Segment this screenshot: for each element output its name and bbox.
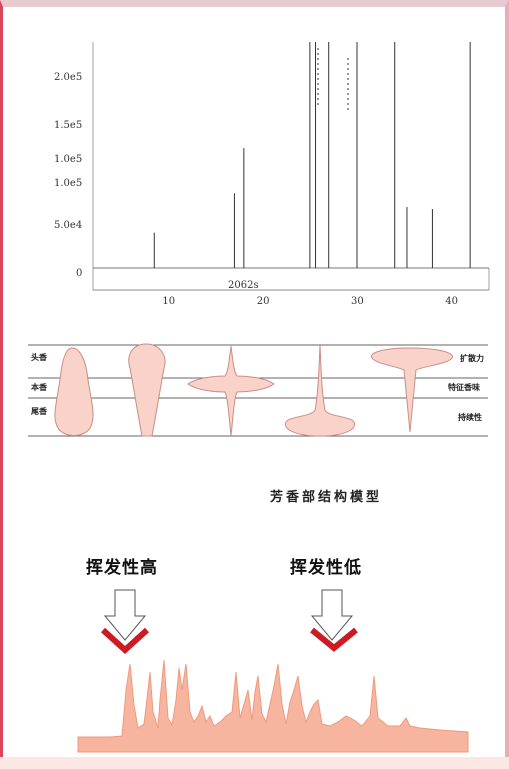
- aroma-shape-1: [54, 347, 94, 436]
- aroma-shape-4: [284, 343, 356, 437]
- model-right-label: 持续性: [458, 412, 482, 422]
- model-left-label: 尾香: [30, 406, 48, 416]
- model-left-label: 头香: [31, 352, 48, 362]
- bottom-band: [0, 757, 509, 769]
- y-tick-label: 2.0e5: [54, 72, 82, 83]
- volatility-high-label: 挥发性高: [86, 558, 158, 578]
- spectrum-chart: 2.0e5 1.5e5 1.0e5 1.0e5 5.0e4 0 10 20 30 40…: [54, 42, 490, 307]
- model-left-label: 本香: [30, 382, 48, 392]
- volatility-low-label: 挥发性低: [290, 558, 362, 578]
- spectrum-peaks: [153, 42, 471, 268]
- y-tick-label: 1.0e5: [54, 154, 82, 165]
- y-tick-label: 0: [76, 268, 82, 279]
- aroma-shape-2: [128, 343, 166, 437]
- aroma-structure-model: 头香 本香 尾香 扩散力 特征香味 持续性: [28, 343, 488, 437]
- y-tick-labels: 2.0e5 1.5e5 1.0e5 1.0e5 5.0e4 0: [54, 72, 82, 279]
- x-tick-labels: 10 20 30 40: [162, 296, 458, 307]
- x-tick-label: 20: [257, 296, 270, 307]
- x-tick-label: 30: [351, 296, 364, 307]
- aroma-shape-5: [371, 347, 453, 433]
- y-tick-label: 1.0e5: [54, 178, 82, 189]
- peak-label: 2062s: [228, 280, 259, 291]
- model-right-label: 扩散力: [460, 353, 484, 363]
- x-tick-label: 10: [162, 296, 175, 307]
- aroma-shape-3: [187, 345, 275, 437]
- y-tick-label: 1.5e5: [54, 120, 82, 131]
- x-tick-label: 40: [445, 296, 458, 307]
- model-right-label: 特征香味: [448, 382, 480, 392]
- y-tick-label: 5.0e4: [54, 220, 82, 231]
- model-title: 芳香部结构模型: [270, 490, 383, 505]
